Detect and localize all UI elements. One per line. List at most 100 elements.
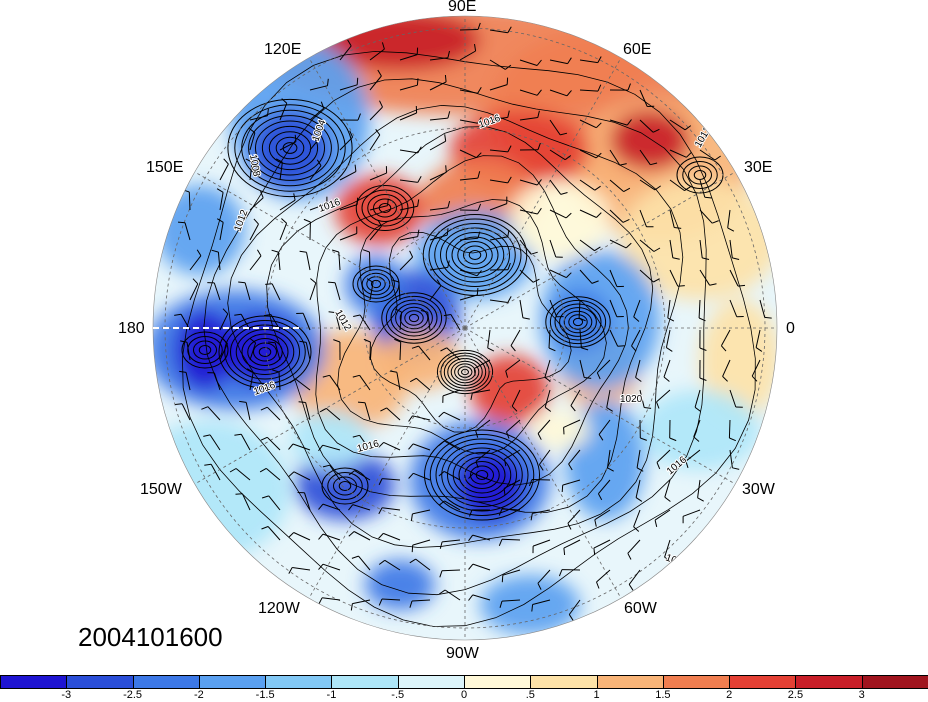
colorbar-tick-label: -2 <box>193 689 204 701</box>
wind-barb <box>563 539 581 556</box>
wind-barb <box>271 249 281 271</box>
wind-barb <box>369 198 389 211</box>
wind-barb <box>549 299 564 318</box>
wind-barb <box>607 449 614 472</box>
wind-barb <box>473 359 491 376</box>
wind-barb <box>609 119 632 126</box>
wind-barb <box>699 239 710 260</box>
wind-barb <box>468 594 491 601</box>
wind-barb <box>489 59 512 70</box>
wind-barb <box>664 539 671 562</box>
meridian-line <box>308 57 466 329</box>
wind-barb <box>606 389 613 412</box>
wind-barb <box>627 539 641 560</box>
isobar-ring <box>181 331 229 369</box>
isobar-ring <box>451 236 499 274</box>
isobar-ring <box>457 241 493 269</box>
wind-barb <box>519 269 540 283</box>
isobar-ring <box>321 467 369 505</box>
colorbar-swatch <box>198 675 267 689</box>
wind-barb <box>357 401 371 421</box>
wind-barb <box>549 269 572 279</box>
lon-label-0: 0 <box>786 320 795 337</box>
wind-barb <box>408 472 431 481</box>
colorbar <box>0 675 928 689</box>
wind-barb <box>579 239 601 252</box>
wind-barb <box>249 191 264 211</box>
wind-barb <box>219 158 229 181</box>
wind-barb <box>279 98 288 121</box>
wind-barb <box>639 149 658 166</box>
wind-barb <box>639 239 661 252</box>
isobar-ring <box>424 429 540 521</box>
wind-barb <box>420 310 431 331</box>
wind-barb <box>265 283 281 301</box>
wind-barb <box>636 449 644 472</box>
wind-barb <box>694 389 702 412</box>
contour-label: 1012 <box>664 552 689 570</box>
wind-barb <box>609 299 624 318</box>
lon-label-150w: 150W <box>140 481 182 498</box>
wind-barb <box>399 47 419 61</box>
wind-barb <box>489 229 510 241</box>
isobar-ring <box>549 299 607 345</box>
meridian-line <box>464 171 736 329</box>
wind-barb <box>633 299 641 322</box>
wind-barb <box>593 539 611 556</box>
wind-barb <box>246 368 254 391</box>
wind-barb <box>579 56 602 64</box>
wind-barb <box>489 77 509 91</box>
wind-barb <box>544 389 552 412</box>
wind-barb <box>408 443 431 451</box>
wind-barb <box>537 569 551 590</box>
anomaly-blob <box>380 330 460 390</box>
wind-barb <box>331 249 341 271</box>
colorbar-tick-label: -1.5 <box>255 689 275 701</box>
wind-barb <box>299 250 311 271</box>
colorbar-tick-label: 2.5 <box>787 689 804 701</box>
wind-barb <box>408 415 431 422</box>
isobar-ring <box>445 232 505 278</box>
wind-barb <box>399 105 418 121</box>
wind-barb <box>394 338 402 361</box>
wind-barb <box>219 338 228 361</box>
lon-label-90e: 90E <box>448 0 477 15</box>
wind-barb <box>489 26 512 34</box>
wind-barb <box>351 555 371 571</box>
colorbar-swatch <box>729 675 797 689</box>
wind-barb <box>399 146 422 154</box>
wind-barb <box>699 209 719 224</box>
anomaly-blob <box>175 310 235 390</box>
wind-barb <box>579 119 602 129</box>
anomaly-blob <box>640 390 760 470</box>
wind-barb <box>429 200 451 211</box>
wind-barb <box>699 149 721 161</box>
lon-label-60e: 60E <box>623 41 652 58</box>
wind-barb <box>663 359 671 382</box>
wind-barb <box>177 221 191 241</box>
wind-barb <box>639 389 652 409</box>
wind-barb <box>303 218 311 241</box>
wind-barb <box>259 467 281 481</box>
wind-barb <box>339 113 361 121</box>
wind-barb <box>755 329 763 352</box>
wind-barb <box>378 441 401 451</box>
wind-barb <box>328 311 341 331</box>
wind-barb <box>699 179 712 199</box>
wind-barb <box>561 479 581 493</box>
isobar-ring <box>381 292 447 344</box>
wind-barb <box>519 299 530 320</box>
wind-barb <box>549 239 563 258</box>
wind-barb <box>369 129 381 151</box>
wind-barb <box>729 299 744 318</box>
wind-barb <box>288 532 311 541</box>
wind-barb <box>439 569 461 578</box>
wind-barb <box>216 218 224 241</box>
wind-barb <box>279 134 297 151</box>
wind-barb <box>567 509 581 530</box>
colorbar-swatch <box>331 675 399 689</box>
wind-barb <box>459 87 482 94</box>
colorbar-tick-label: 1 <box>593 689 600 701</box>
anomaly-blob <box>480 575 580 635</box>
